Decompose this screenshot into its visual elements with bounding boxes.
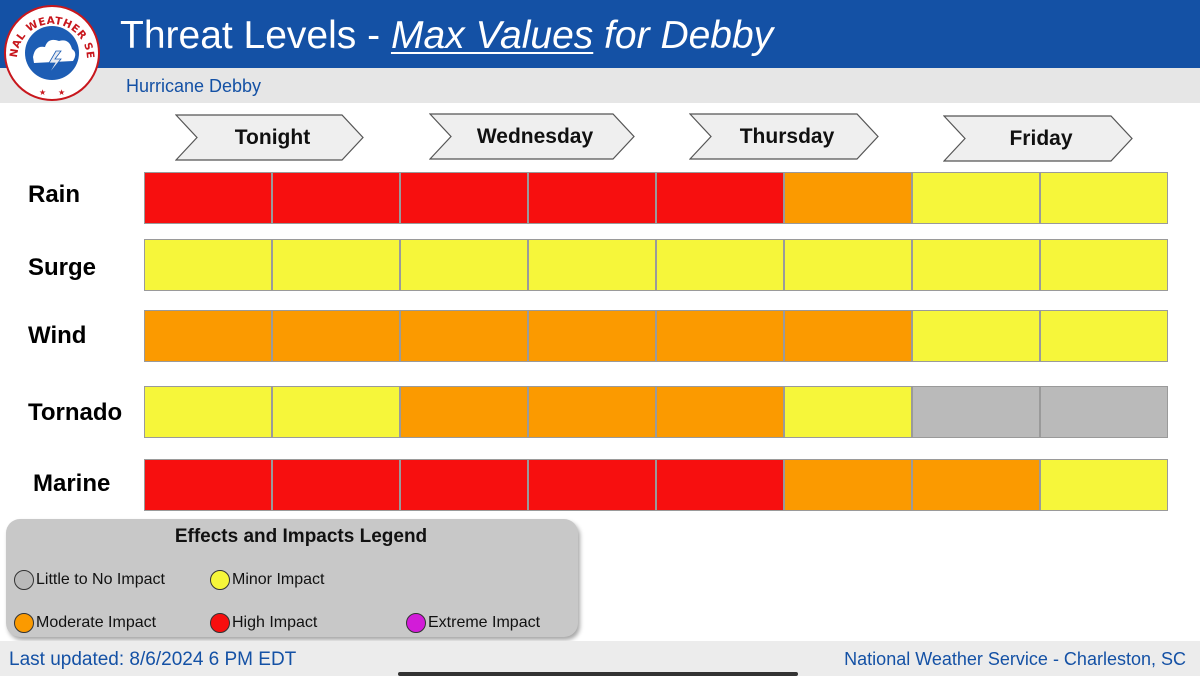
- row-label-marine: Marine: [33, 470, 111, 497]
- day-label-thursday: Thursday: [689, 113, 879, 160]
- legend-item-extreme: Extreme Impact: [406, 613, 540, 633]
- title-prefix: Threat Levels -: [120, 14, 391, 57]
- subheader-bar: Hurricane Debby: [0, 68, 1200, 103]
- threat-cell-rain-5: [656, 172, 784, 224]
- threat-cell-surge-6: [784, 239, 912, 291]
- threat-row-tornado: [144, 386, 1168, 438]
- legend-item-none: Little to No Impact: [14, 570, 165, 590]
- threat-cell-surge-1: [144, 239, 272, 291]
- threat-row-rain: [144, 172, 1168, 224]
- nws-logo-icon: NATIONAL WEATHER SERVICE ★ ★: [0, 3, 100, 101]
- threat-cell-tornado-4: [528, 386, 656, 438]
- threat-cell-surge-3: [400, 239, 528, 291]
- threat-cell-surge-4: [528, 239, 656, 291]
- threat-cell-surge-2: [272, 239, 400, 291]
- threat-cell-marine-4: [528, 459, 656, 511]
- legend-item-minor: Minor Impact: [210, 570, 324, 590]
- threat-cell-wind-1: [144, 310, 272, 362]
- legend-swatch-none: [14, 570, 34, 590]
- threat-cell-rain-7: [912, 172, 1040, 224]
- threat-cell-marine-5: [656, 459, 784, 511]
- svg-text:★: ★: [39, 88, 46, 97]
- legend-label-high: High Impact: [232, 614, 318, 631]
- threat-cell-rain-4: [528, 172, 656, 224]
- threat-row-wind: [144, 310, 1168, 362]
- footer-bar: Last updated: 8/6/2024 6 PM EDT National…: [0, 641, 1200, 676]
- threat-cell-surge-8: [1040, 239, 1168, 291]
- legend-item-high: High Impact: [210, 613, 317, 633]
- threat-cell-tornado-5: [656, 386, 784, 438]
- legend-swatch-extreme: [406, 613, 426, 633]
- threat-cell-marine-7: [912, 459, 1040, 511]
- threat-cell-wind-4: [528, 310, 656, 362]
- threat-cell-wind-3: [400, 310, 528, 362]
- threat-cell-rain-6: [784, 172, 912, 224]
- legend-label-extreme: Extreme Impact: [428, 614, 541, 631]
- title-suffix: for Debby: [593, 14, 774, 57]
- row-label-tornado: Tornado: [28, 399, 123, 426]
- legend-item-moderate: Moderate Impact: [14, 613, 156, 633]
- page-subtitle: Hurricane Debby: [126, 76, 262, 96]
- horizontal-scrollbar[interactable]: [398, 672, 798, 676]
- day-label-wednesday: Wednesday: [429, 113, 635, 160]
- row-label-surge: Surge: [28, 254, 97, 281]
- day-label-text: Friday: [1009, 126, 1073, 150]
- threat-cell-marine-8: [1040, 459, 1168, 511]
- legend-label-none: Little to No Impact: [36, 571, 165, 588]
- page-title: Threat Levels - Max Values for Debby: [120, 14, 773, 58]
- legend-label-minor: Minor Impact: [232, 571, 325, 588]
- svg-text:★: ★: [58, 88, 65, 97]
- threat-cell-marine-3: [400, 459, 528, 511]
- day-label-text: Wednesday: [476, 124, 594, 148]
- threat-cell-marine-6: [784, 459, 912, 511]
- office-name: National Weather Service - Charleston, S…: [844, 649, 1186, 669]
- row-label-rain: Rain: [28, 181, 81, 208]
- row-label-wind: Wind: [28, 322, 87, 349]
- threat-cell-rain-2: [272, 172, 400, 224]
- day-label-tonight: Tonight: [175, 114, 364, 161]
- legend-panel: Effects and Impacts Legend Little to No …: [6, 519, 578, 637]
- legend-label-moderate: Moderate Impact: [36, 614, 157, 631]
- threat-cell-wind-2: [272, 310, 400, 362]
- threat-cell-wind-6: [784, 310, 912, 362]
- threat-cell-marine-1: [144, 459, 272, 511]
- threat-cell-tornado-3: [400, 386, 528, 438]
- title-underlined: Max Values: [390, 14, 594, 57]
- threat-cell-surge-7: [912, 239, 1040, 291]
- threat-row-surge: [144, 239, 1168, 291]
- threat-row-marine: [144, 459, 1168, 511]
- threat-cell-tornado-8: [1040, 386, 1168, 438]
- threat-cell-rain-3: [400, 172, 528, 224]
- threat-cell-marine-2: [272, 459, 400, 511]
- threat-cell-wind-7: [912, 310, 1040, 362]
- threat-cell-tornado-6: [784, 386, 912, 438]
- threat-cell-surge-5: [656, 239, 784, 291]
- threat-cell-tornado-2: [272, 386, 400, 438]
- last-updated: Last updated: 8/6/2024 6 PM EDT: [9, 649, 297, 670]
- legend-swatch-minor: [210, 570, 230, 590]
- day-label-text: Tonight: [234, 125, 311, 149]
- legend-title: Effects and Impacts Legend: [174, 526, 428, 547]
- legend-swatch-high: [210, 613, 230, 633]
- legend-swatch-moderate: [14, 613, 34, 633]
- threat-cell-wind-8: [1040, 310, 1168, 362]
- threat-cell-rain-1: [144, 172, 272, 224]
- header-bar: Threat Levels - Max Values for Debby: [0, 0, 1200, 68]
- threat-cell-rain-8: [1040, 172, 1168, 224]
- day-label-text: Thursday: [739, 124, 835, 148]
- threat-cell-tornado-1: [144, 386, 272, 438]
- day-label-friday: Friday: [943, 115, 1133, 162]
- threat-cell-wind-5: [656, 310, 784, 362]
- threat-cell-tornado-7: [912, 386, 1040, 438]
